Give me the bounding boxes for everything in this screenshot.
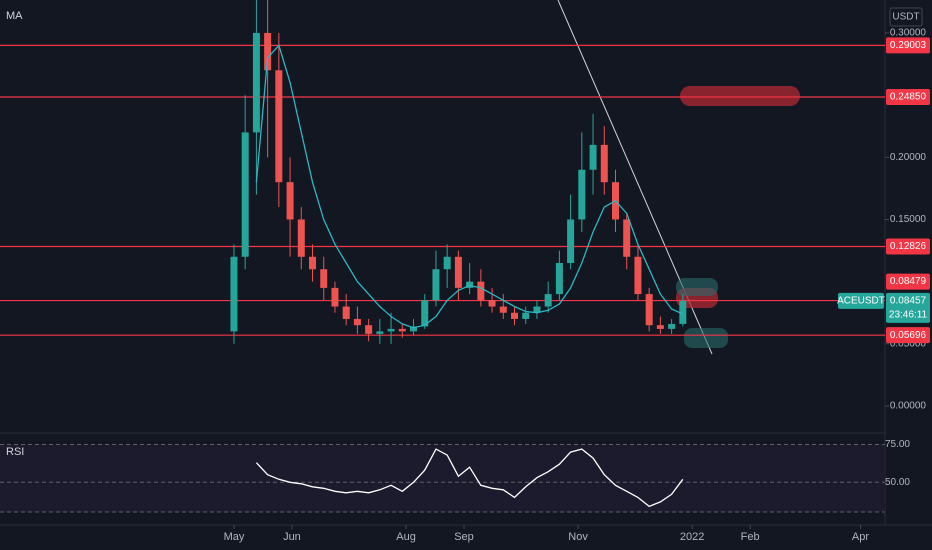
candle-body xyxy=(656,325,664,329)
level-label-box xyxy=(886,238,930,255)
candle-body xyxy=(353,318,361,326)
level-label: 0.12826 xyxy=(890,241,927,252)
y-tick-label: 0.05000 xyxy=(890,338,927,349)
highlight xyxy=(676,278,718,296)
candle-body xyxy=(376,331,384,334)
x-tick-label: 2022 xyxy=(680,531,704,543)
candle-body xyxy=(320,269,328,288)
candle-body xyxy=(264,32,272,71)
level-label: 0.05696 xyxy=(890,330,927,341)
x-tick-label: Aug xyxy=(396,531,416,543)
rsi-band xyxy=(0,444,885,512)
level-label: 0.24850 xyxy=(890,92,927,103)
candle-body xyxy=(522,312,530,319)
x-tick-label: Feb xyxy=(741,531,760,543)
level-label-box xyxy=(886,273,930,290)
candle-body xyxy=(286,182,294,220)
candle-body xyxy=(589,144,597,170)
currency: USDT xyxy=(892,12,919,23)
candle-body xyxy=(387,328,395,332)
level-label-box xyxy=(886,327,930,344)
rsi-panel: 75.00 50.00 xyxy=(0,439,910,513)
candle-body xyxy=(241,132,249,257)
symbol: ACEUSDT xyxy=(837,295,885,306)
candle-body xyxy=(365,325,373,334)
symbol-box xyxy=(838,292,884,309)
candle-body xyxy=(342,306,350,319)
level-label: 0.08479 xyxy=(890,276,927,287)
countdown: 23:46:11 xyxy=(889,309,928,320)
candle-body xyxy=(421,300,429,327)
series-line xyxy=(255,448,684,508)
highlight xyxy=(680,86,800,106)
level-label-box xyxy=(886,88,930,105)
y-tick-label: 0.20000 xyxy=(890,152,927,163)
candle-body xyxy=(600,144,608,183)
y-tick-label: 0.30000 xyxy=(890,28,927,39)
candle-body xyxy=(398,328,406,332)
candle-body xyxy=(623,219,631,257)
candle-body xyxy=(499,306,507,313)
y-tick-label: 50.00 xyxy=(885,477,910,488)
currency-box xyxy=(889,7,923,27)
candle-body xyxy=(432,269,440,301)
candle-body xyxy=(578,169,586,220)
candle-body xyxy=(533,306,541,313)
series-line xyxy=(255,44,684,329)
candle-body xyxy=(668,323,676,329)
x-tick-label: Apr xyxy=(852,531,869,543)
highlight xyxy=(684,328,728,348)
candle-body xyxy=(230,256,238,332)
x-tick-label: Sep xyxy=(454,531,474,543)
last-price-box xyxy=(886,292,930,323)
candle-body xyxy=(454,256,462,288)
y-tick-label: 75.00 xyxy=(885,439,910,450)
candle-body xyxy=(488,300,496,307)
last-price: 0.08457 xyxy=(890,295,927,306)
x-tick-label: Nov xyxy=(568,531,588,543)
candle-body xyxy=(645,294,653,326)
candle-body xyxy=(297,219,305,257)
level-label: 0.29003 xyxy=(890,40,927,51)
candle-body xyxy=(544,294,552,307)
candle-body xyxy=(252,32,260,133)
candle-body xyxy=(309,256,317,270)
y-tick-label: 0.15000 xyxy=(890,214,927,225)
level-label-box xyxy=(886,37,930,54)
candle-body xyxy=(477,281,485,301)
candle-body xyxy=(567,219,575,263)
x-tick-label: Jun xyxy=(283,531,301,543)
candle-body xyxy=(410,326,418,332)
candle-body xyxy=(331,287,339,307)
candle-body xyxy=(555,262,563,295)
y-tick-label: 0.00000 xyxy=(890,401,927,412)
rsi-title: RSI xyxy=(6,446,24,458)
candle-body xyxy=(275,70,283,183)
candle-body xyxy=(443,256,451,270)
indicator-label: MA xyxy=(6,10,23,22)
candle-body xyxy=(679,300,687,324)
candle-body xyxy=(511,312,519,319)
candle-body xyxy=(634,256,642,295)
x-tick-label: May xyxy=(224,531,245,543)
